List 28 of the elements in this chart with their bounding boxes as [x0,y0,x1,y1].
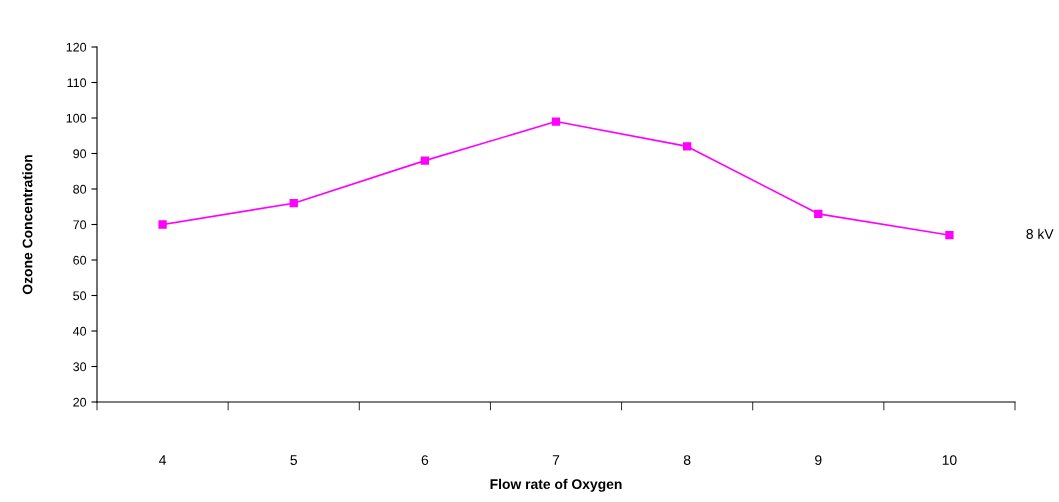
x-tick-label: 7 [552,455,560,465]
point [158,220,167,229]
y-axis-title: Ozone Concentration [22,155,33,295]
x-tick-label: 10 [942,455,957,465]
y-tick-label: 50 [73,291,87,301]
y-tick-label: 90 [73,149,87,159]
point [551,117,561,126]
point [945,230,954,240]
text: 8 kV [1026,228,1054,239]
x-tick-label: 6 [421,455,429,465]
y-tick-label: 110 [67,78,87,88]
y-tick-label: 40 [72,326,87,336]
y-tick-label: 30 [73,362,87,372]
y-tick-label: 120 [66,42,87,52]
x-tick-label: 9 [815,455,822,465]
point [289,199,298,208]
point [682,142,692,151]
x-axis-title: Flow rate of Oxygen [490,478,622,492]
x-tick-label: 8 [683,455,691,465]
y-tick-label: 100 [66,113,87,123]
y-tick-label: 80 [73,184,87,194]
y-tick-label: 20 [73,397,87,407]
y-tick-label: 70 [73,220,87,230]
point [814,209,823,219]
point [420,156,430,165]
x-tick-label: 4 [159,455,167,465]
y-tick-label: 60 [73,255,87,265]
x-tick-label: 5 [290,455,297,465]
